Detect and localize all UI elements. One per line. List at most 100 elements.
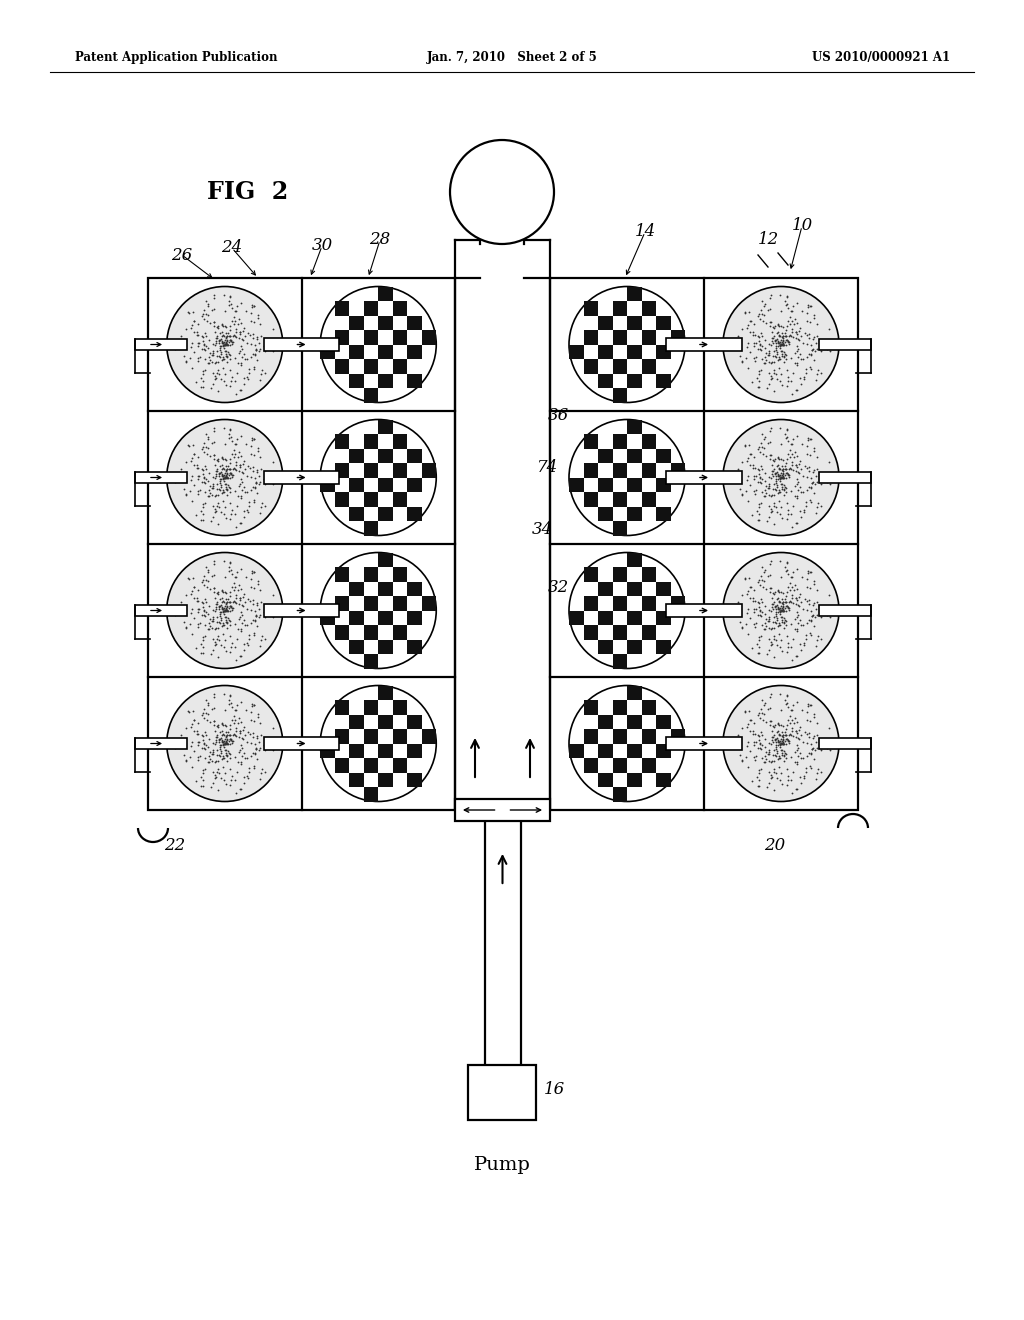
Bar — [627, 286, 641, 301]
Bar — [612, 301, 627, 315]
Bar — [641, 301, 656, 315]
Bar — [598, 345, 612, 359]
Text: 20: 20 — [764, 837, 785, 854]
Text: Pump: Pump — [474, 1156, 530, 1173]
Text: 30: 30 — [311, 238, 333, 255]
Bar — [349, 345, 364, 359]
Bar — [364, 729, 378, 743]
Bar — [393, 492, 408, 507]
Bar — [349, 772, 364, 787]
Bar — [627, 610, 641, 624]
Bar — [584, 463, 598, 478]
Bar — [598, 582, 612, 597]
Bar — [148, 279, 455, 810]
Bar — [598, 507, 612, 521]
Bar — [598, 449, 612, 463]
Circle shape — [167, 685, 283, 801]
Bar — [264, 605, 339, 616]
Bar — [584, 330, 598, 345]
Text: 36: 36 — [548, 407, 568, 424]
Bar — [468, 1065, 536, 1119]
Bar — [408, 772, 422, 787]
Bar — [656, 374, 671, 388]
Circle shape — [321, 420, 436, 536]
Bar — [335, 597, 349, 610]
Text: FIG  2: FIG 2 — [208, 180, 289, 205]
Bar — [656, 610, 671, 624]
Bar — [667, 338, 741, 351]
Bar — [584, 492, 598, 507]
Bar — [378, 286, 393, 301]
Bar — [612, 463, 627, 478]
Circle shape — [167, 420, 283, 536]
Bar — [378, 553, 393, 568]
Circle shape — [569, 553, 685, 668]
Bar — [422, 597, 436, 610]
Circle shape — [167, 286, 283, 403]
Bar — [264, 471, 339, 484]
Bar — [612, 653, 627, 668]
Bar — [612, 434, 627, 449]
Bar — [584, 758, 598, 772]
Text: 24: 24 — [221, 239, 243, 256]
Bar — [819, 738, 871, 748]
Bar — [408, 507, 422, 521]
Bar — [612, 787, 627, 801]
Text: US 2010/0000921 A1: US 2010/0000921 A1 — [812, 51, 950, 65]
Text: 26: 26 — [171, 247, 193, 264]
Circle shape — [167, 553, 283, 668]
Bar — [627, 582, 641, 597]
Bar — [422, 463, 436, 478]
Bar — [364, 434, 378, 449]
Bar — [671, 330, 685, 345]
Bar — [364, 653, 378, 668]
Bar — [569, 743, 584, 758]
Bar — [612, 388, 627, 403]
Bar — [598, 374, 612, 388]
Bar — [819, 473, 871, 483]
Text: 34: 34 — [531, 521, 553, 539]
Bar — [349, 714, 364, 729]
Bar — [656, 639, 671, 653]
Bar — [349, 582, 364, 597]
Bar — [378, 610, 393, 624]
Bar — [393, 434, 408, 449]
Bar — [569, 478, 584, 492]
Bar — [408, 374, 422, 388]
Bar — [667, 737, 741, 750]
Circle shape — [723, 685, 839, 801]
Bar — [364, 359, 378, 374]
Bar — [584, 729, 598, 743]
Bar — [641, 463, 656, 478]
Text: 14: 14 — [635, 223, 655, 240]
Bar — [378, 420, 393, 434]
Bar — [408, 345, 422, 359]
Bar — [408, 315, 422, 330]
Bar — [656, 478, 671, 492]
Bar — [378, 582, 393, 597]
Bar — [656, 315, 671, 330]
Bar — [349, 449, 364, 463]
Bar — [335, 492, 349, 507]
Bar — [598, 315, 612, 330]
Bar — [656, 449, 671, 463]
Text: 74: 74 — [538, 459, 559, 477]
Bar — [612, 359, 627, 374]
Bar — [641, 359, 656, 374]
Bar — [349, 478, 364, 492]
Bar — [364, 388, 378, 403]
Text: Jan. 7, 2010   Sheet 2 of 5: Jan. 7, 2010 Sheet 2 of 5 — [427, 51, 597, 65]
Bar — [627, 449, 641, 463]
Bar — [349, 743, 364, 758]
Text: 28: 28 — [370, 231, 390, 248]
Bar — [656, 345, 671, 359]
Bar — [349, 374, 364, 388]
Bar — [378, 639, 393, 653]
Bar — [135, 473, 187, 483]
Bar — [408, 478, 422, 492]
Bar — [393, 463, 408, 478]
Bar — [598, 478, 612, 492]
Bar — [819, 339, 871, 350]
Text: 12: 12 — [758, 231, 778, 248]
Bar — [671, 463, 685, 478]
